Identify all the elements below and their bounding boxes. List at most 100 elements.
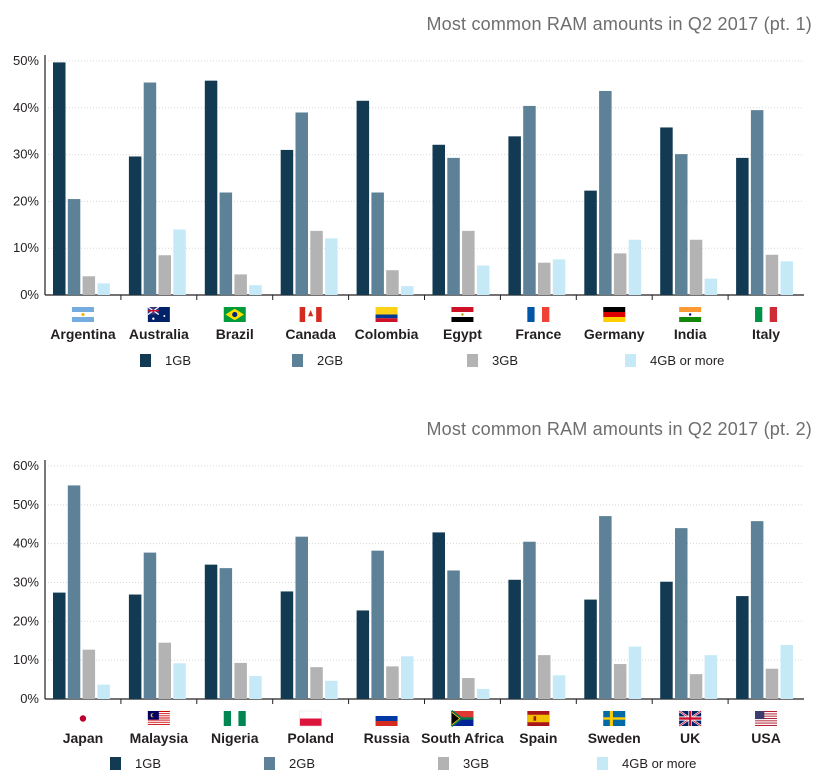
legend: 1GB 2GB 3GB 4GB or more bbox=[0, 756, 824, 776]
bar-2gb-uk bbox=[675, 528, 688, 699]
bar-4gb-or-more-egypt bbox=[476, 265, 490, 295]
bar-2gb-malaysia bbox=[143, 552, 157, 699]
chart-title: Most common RAM amounts in Q2 2017 (pt. … bbox=[426, 14, 812, 34]
legend-item-4gb: 4GB or more bbox=[597, 756, 696, 771]
bar-3gb-poland bbox=[310, 667, 323, 699]
bar-4gb-or-more-india bbox=[704, 278, 718, 295]
bar-2gb-india bbox=[675, 154, 688, 295]
poland-flag-icon bbox=[299, 710, 322, 727]
y-tick-label: 40% bbox=[13, 100, 39, 115]
bar-4gb-or-more-spain bbox=[552, 675, 566, 699]
uk-flag-icon bbox=[678, 710, 702, 727]
x-category-label: Germany bbox=[584, 326, 645, 342]
legend-swatch-2gb bbox=[264, 757, 275, 770]
bar-2gb-spain bbox=[523, 541, 536, 699]
egypt-flag-icon bbox=[451, 307, 474, 322]
y-tick-label: 30% bbox=[13, 147, 39, 162]
japan-flag-icon bbox=[71, 711, 94, 726]
bar-1gb-germany bbox=[584, 190, 597, 295]
bar-4gb-or-more-uk bbox=[704, 655, 718, 699]
bar-2gb-australia bbox=[143, 82, 157, 295]
bar-3gb-germany bbox=[613, 253, 627, 295]
bar-3gb-france bbox=[538, 262, 551, 295]
bar-4gb-or-more-italy bbox=[780, 261, 793, 295]
bar-3gb-italy bbox=[765, 254, 779, 295]
bar-1gb-poland bbox=[280, 591, 294, 699]
legend-item-1gb: 1GB bbox=[140, 353, 191, 368]
bar-4gb-or-more-nigeria bbox=[249, 676, 262, 699]
bar-1gb-usa bbox=[736, 596, 749, 699]
bar-1gb-egypt bbox=[432, 144, 445, 295]
bar-4gb-or-more-brazil bbox=[249, 285, 262, 295]
bar-3gb-south-africa bbox=[462, 678, 475, 699]
bar-1gb-australia bbox=[128, 156, 142, 295]
germany-flag-icon bbox=[603, 307, 626, 322]
france-flag-icon bbox=[527, 307, 550, 322]
x-category-label: Brazil bbox=[216, 326, 254, 342]
bar-1gb-argentina bbox=[53, 62, 66, 296]
x-category-label: UK bbox=[680, 730, 700, 746]
legend-item-2gb: 2GB bbox=[292, 353, 343, 368]
x-category-label: Russia bbox=[364, 730, 410, 746]
bar-2gb-colombia bbox=[371, 192, 384, 295]
legend-label: 3GB bbox=[492, 353, 519, 368]
bar-2gb-nigeria bbox=[219, 568, 233, 699]
bar-3gb-malaysia bbox=[158, 642, 171, 699]
bar-1gb-nigeria bbox=[204, 564, 218, 699]
bar-2gb-sweden bbox=[599, 516, 612, 699]
bar-1gb-canada bbox=[280, 149, 294, 295]
legend-item-2gb: 2GB bbox=[264, 756, 315, 771]
x-category-label: France bbox=[515, 326, 561, 342]
bar-3gb-uk bbox=[689, 674, 703, 699]
canada-flag-icon bbox=[299, 307, 322, 322]
bar-4gb-or-more-germany bbox=[628, 239, 642, 295]
bar-3gb-india bbox=[689, 239, 703, 295]
bar-3gb-usa bbox=[765, 668, 779, 699]
usa-flag-icon bbox=[755, 711, 778, 726]
legend-item-3gb: 3GB bbox=[467, 353, 518, 368]
nigeria-flag-icon bbox=[223, 711, 246, 726]
bar-3gb-sweden bbox=[613, 664, 627, 699]
bar-3gb-canada bbox=[310, 230, 323, 295]
bar-4gb-or-more-canada bbox=[325, 238, 338, 295]
bar-2gb-france bbox=[523, 105, 536, 295]
bar-1gb-uk bbox=[660, 581, 673, 699]
bar-2gb-germany bbox=[599, 90, 612, 296]
x-category-label: South Africa bbox=[421, 730, 504, 746]
x-category-label: Argentina bbox=[50, 326, 116, 342]
bar-4gb-or-more-japan bbox=[97, 684, 110, 699]
bar-4gb-or-more-russia bbox=[401, 656, 414, 699]
y-tick-label: 0% bbox=[20, 691, 39, 706]
bar-2gb-japan bbox=[67, 485, 81, 699]
legend-label: 3GB bbox=[463, 756, 490, 771]
bar-2gb-italy bbox=[750, 110, 764, 295]
y-tick-label: 20% bbox=[13, 193, 39, 208]
bar-1gb-spain bbox=[508, 579, 521, 699]
bar-4gb-or-more-south-africa bbox=[476, 688, 490, 699]
bar-3gb-colombia bbox=[386, 270, 399, 295]
bar-1gb-south-africa bbox=[432, 532, 445, 699]
italy-flag-icon bbox=[755, 307, 778, 322]
colombia-flag-icon bbox=[375, 307, 398, 322]
bar-1gb-italy bbox=[736, 157, 749, 295]
bar-1gb-malaysia bbox=[128, 594, 142, 699]
legend-item-1gb: 1GB bbox=[110, 756, 161, 771]
x-category-label: Sweden bbox=[588, 730, 641, 746]
bar-1gb-colombia bbox=[356, 100, 370, 295]
y-tick-label: 30% bbox=[13, 575, 39, 590]
legend-swatch-1gb bbox=[110, 757, 121, 770]
x-category-label: USA bbox=[751, 730, 781, 746]
x-category-label: Spain bbox=[519, 730, 557, 746]
bar-2gb-poland bbox=[295, 536, 308, 699]
bar-1gb-france bbox=[508, 136, 521, 295]
x-category-label: Poland bbox=[287, 730, 334, 746]
legend-swatch-4gb bbox=[625, 354, 636, 367]
x-category-label: Canada bbox=[285, 326, 336, 342]
bar-1gb-sweden bbox=[584, 599, 597, 699]
spain-flag-icon bbox=[527, 711, 550, 726]
bar-4gb-or-more-argentina bbox=[97, 283, 110, 295]
y-tick-label: 50% bbox=[13, 53, 39, 68]
bar-4gb-or-more-poland bbox=[325, 680, 338, 699]
bar-2gb-egypt bbox=[447, 157, 460, 295]
bar-3gb-japan bbox=[82, 649, 96, 699]
